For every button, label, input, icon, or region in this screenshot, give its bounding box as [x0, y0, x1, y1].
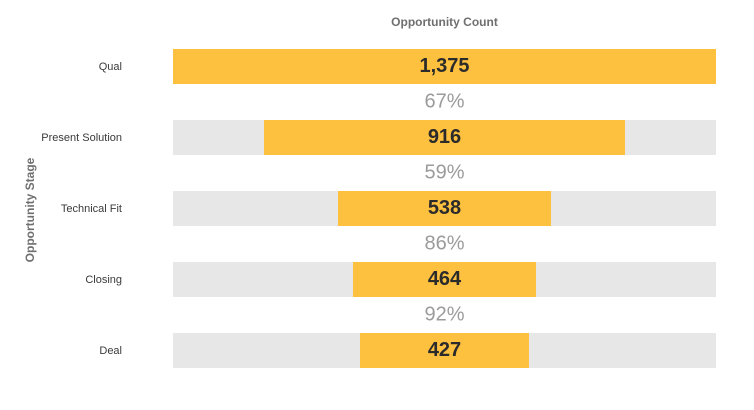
y-axis-title: Opportunity Stage: [23, 157, 37, 263]
chart-title: Opportunity Count: [391, 15, 498, 29]
bar-value-label: 916: [427, 126, 462, 148]
bar-value-label: 427: [427, 339, 462, 361]
bar-value-label: 464: [427, 268, 462, 290]
stage-label: Closing: [85, 273, 122, 286]
funnel-bar: [352, 262, 537, 297]
stage-label: Qual: [98, 60, 122, 73]
conversion-rate-label: 86%: [424, 232, 465, 255]
funnel-bar: [263, 120, 626, 155]
bar-track: [173, 333, 716, 368]
bar-track: [173, 191, 716, 226]
bar-track: [173, 120, 716, 155]
bar-value-label: 1,375: [419, 55, 470, 77]
bar-track: [173, 262, 716, 297]
conversion-rate-label: 59%: [424, 161, 465, 184]
funnel-bar: [338, 191, 551, 226]
bar-value-label: 538: [427, 197, 462, 219]
stage-label: Present Solution: [41, 131, 122, 144]
conversion-rate-label: 67%: [424, 90, 465, 113]
stage-label: Deal: [99, 344, 122, 357]
conversion-rate-label: 92%: [424, 303, 465, 326]
stage-label: Technical Fit: [60, 202, 122, 215]
funnel-bar: [360, 333, 529, 368]
funnel-bar: [173, 49, 716, 84]
bar-track: [173, 49, 716, 84]
